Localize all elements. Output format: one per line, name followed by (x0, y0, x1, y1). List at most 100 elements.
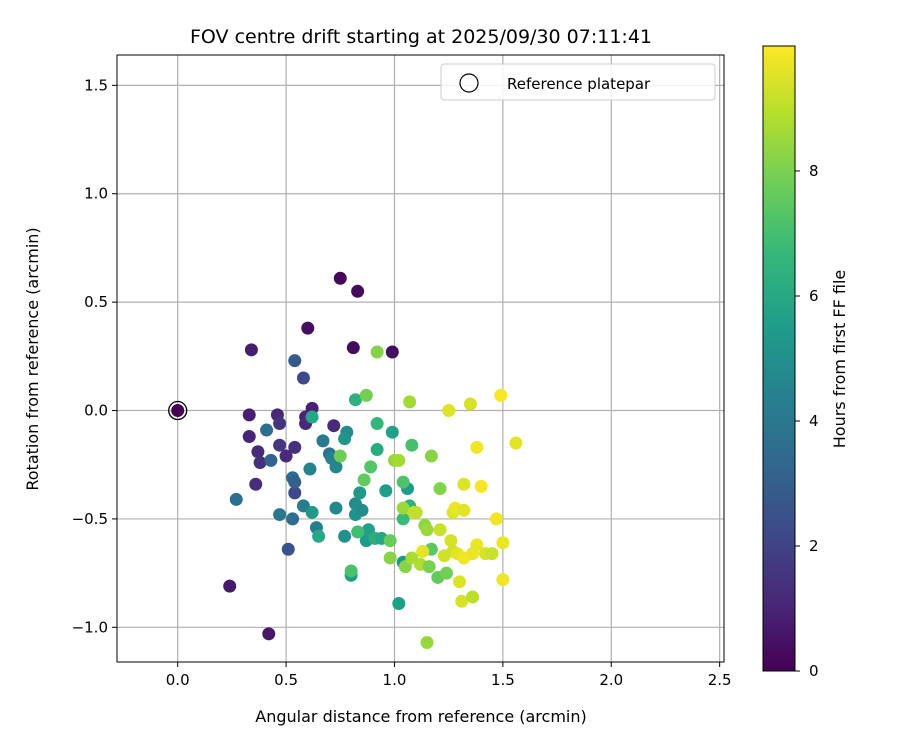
data-point (396, 501, 410, 515)
data-point (470, 538, 484, 552)
data-point (353, 486, 367, 500)
grid-lines (117, 55, 724, 662)
data-point (351, 525, 365, 539)
x-axis-ticks: 0.0 0.5 1.0 1.5 2.0 2.5 (166, 662, 732, 689)
y-tick-label: −0.5 (72, 510, 108, 528)
data-point (288, 475, 302, 489)
data-point (333, 271, 347, 285)
data-point (346, 341, 360, 355)
x-tick-label: 1.0 (383, 671, 407, 689)
y-tick-label: 1.0 (84, 185, 108, 203)
legend: Reference platepar (440, 63, 716, 101)
x-tick-label: 0.0 (166, 671, 190, 689)
data-point (405, 438, 419, 452)
data-point (288, 354, 302, 368)
data-point (370, 443, 384, 457)
data-point (485, 547, 499, 561)
data-point (474, 479, 488, 493)
plot-frame (116, 54, 725, 663)
colorbar-label: Hours from first FF file (830, 270, 849, 449)
data-points (171, 271, 523, 649)
data-point (260, 423, 274, 437)
data-point (433, 482, 447, 496)
data-point (279, 449, 293, 463)
data-point (338, 432, 352, 446)
colorbar-tick-label: 8 (809, 162, 819, 180)
data-point (466, 590, 480, 604)
data-point (355, 503, 369, 517)
data-point (242, 430, 256, 444)
data-point (329, 501, 343, 515)
colorbar-tick-label: 6 (809, 287, 819, 305)
data-point (301, 321, 315, 335)
data-point (420, 523, 434, 537)
data-point (288, 440, 302, 454)
data-point (351, 284, 365, 298)
data-point (171, 404, 185, 418)
x-tick-label: 2.5 (708, 671, 732, 689)
data-point (440, 566, 454, 580)
data-point (453, 575, 467, 589)
data-point (344, 564, 358, 578)
data-point (288, 486, 302, 500)
colorbar-tick-label: 0 (809, 662, 819, 680)
data-point (273, 508, 287, 522)
data-point (407, 505, 421, 519)
data-point (249, 477, 263, 491)
y-axis-ticks: −1.0 −0.5 0.0 0.5 1.0 1.5 (72, 76, 117, 636)
data-point (286, 512, 300, 526)
data-point (303, 462, 317, 476)
data-point (370, 345, 384, 359)
data-point (348, 393, 362, 407)
data-point (357, 473, 371, 487)
reference-marker (168, 400, 188, 421)
data-point (489, 512, 503, 526)
colorbar-ticks: 0 2 4 6 8 (795, 162, 819, 680)
y-tick-label: −1.0 (72, 618, 108, 636)
colorbar-tick-label: 4 (809, 412, 819, 430)
data-point (312, 529, 326, 543)
data-point (396, 512, 410, 526)
data-point (392, 453, 406, 467)
data-point (433, 523, 447, 537)
colorbar (762, 45, 796, 672)
data-point (383, 534, 397, 548)
data-point (305, 410, 319, 424)
legend-marker (459, 73, 479, 93)
data-point (392, 596, 406, 610)
data-point (327, 419, 341, 433)
data-point (273, 438, 287, 452)
data-point (281, 542, 295, 556)
data-point (420, 635, 434, 649)
x-tick-label: 2.0 (599, 671, 623, 689)
legend-box (440, 63, 716, 101)
data-point (251, 445, 265, 459)
data-point (333, 449, 347, 463)
data-point (329, 460, 343, 474)
colorbar-tick-label: 2 (809, 537, 819, 555)
x-tick-label: 1.5 (491, 671, 515, 689)
x-tick-label: 0.5 (274, 671, 298, 689)
y-axis-label: Rotation from reference (arcmin) (23, 227, 42, 490)
data-point (509, 436, 523, 450)
data-point (242, 408, 256, 422)
data-point (416, 544, 430, 558)
data-point (264, 453, 278, 467)
data-point (457, 503, 471, 517)
data-point (229, 492, 243, 506)
data-point (496, 573, 510, 587)
data-point (262, 627, 276, 641)
data-point (403, 395, 417, 409)
y-tick-label: 0.0 (84, 402, 108, 420)
data-point (442, 404, 456, 418)
data-point (470, 440, 484, 454)
reference-point (168, 400, 188, 421)
data-point (383, 551, 397, 565)
data-point (455, 594, 469, 608)
data-point (424, 449, 438, 463)
data-point (385, 345, 399, 359)
data-point (364, 460, 378, 474)
data-point (305, 505, 319, 519)
data-point (463, 397, 477, 411)
data-point (338, 529, 352, 543)
